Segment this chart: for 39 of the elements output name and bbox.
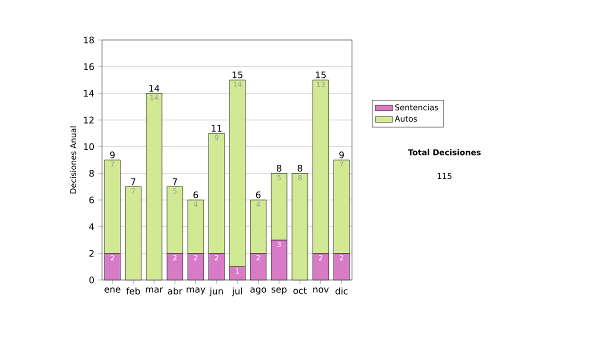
y-tick-label: 10 xyxy=(84,143,94,150)
x-tick-label: feb xyxy=(126,288,140,294)
total-label: 14 xyxy=(149,85,160,92)
total-label: 9 xyxy=(110,151,115,158)
x-tick-label: sep xyxy=(272,288,287,294)
total-label: 11 xyxy=(212,125,222,132)
x-tick-label: ene xyxy=(104,288,120,293)
legend-label: Autos xyxy=(394,116,418,122)
x-tick-label: jul xyxy=(232,288,242,296)
total-label: 6 xyxy=(194,191,198,198)
x-tick-label: oct xyxy=(293,288,307,294)
x-tick-label: ago xyxy=(250,288,266,294)
legend-label: Sentencias xyxy=(395,104,438,110)
total-label: 8 xyxy=(276,164,282,172)
x-tick-label: nov xyxy=(313,288,329,293)
total-label: 15 xyxy=(232,72,242,78)
y-tick-label: 2 xyxy=(89,250,94,257)
y-tick-label: 12 xyxy=(84,116,94,124)
total-label: 8 xyxy=(298,164,302,172)
y-axis-title: Decisiones Anual xyxy=(70,126,76,194)
y-tick-label: 8 xyxy=(89,170,94,177)
total-label: 15 xyxy=(316,72,326,78)
y-tick-label: 4 xyxy=(89,223,94,230)
total-label: 6 xyxy=(256,191,261,198)
total-label: 9 xyxy=(339,151,344,158)
total-label: 7 xyxy=(131,178,136,185)
x-tick-label: abr xyxy=(168,288,182,294)
text: 115 xyxy=(438,173,452,180)
total-label: 7 xyxy=(172,178,178,185)
y-tick-label: 0 xyxy=(89,276,94,284)
y-tick-label: 16 xyxy=(84,63,94,70)
x-tick-label: dic xyxy=(336,288,348,294)
x-tick-label: jun xyxy=(209,288,223,296)
x-tick-label: mar xyxy=(146,288,164,293)
y-tick-label: 6 xyxy=(89,196,94,204)
y-tick-label: 14 xyxy=(84,90,94,97)
text: Total Decisiones xyxy=(408,149,481,156)
x-tick-label: may xyxy=(186,288,206,294)
y-tick-label: 18 xyxy=(84,36,94,44)
